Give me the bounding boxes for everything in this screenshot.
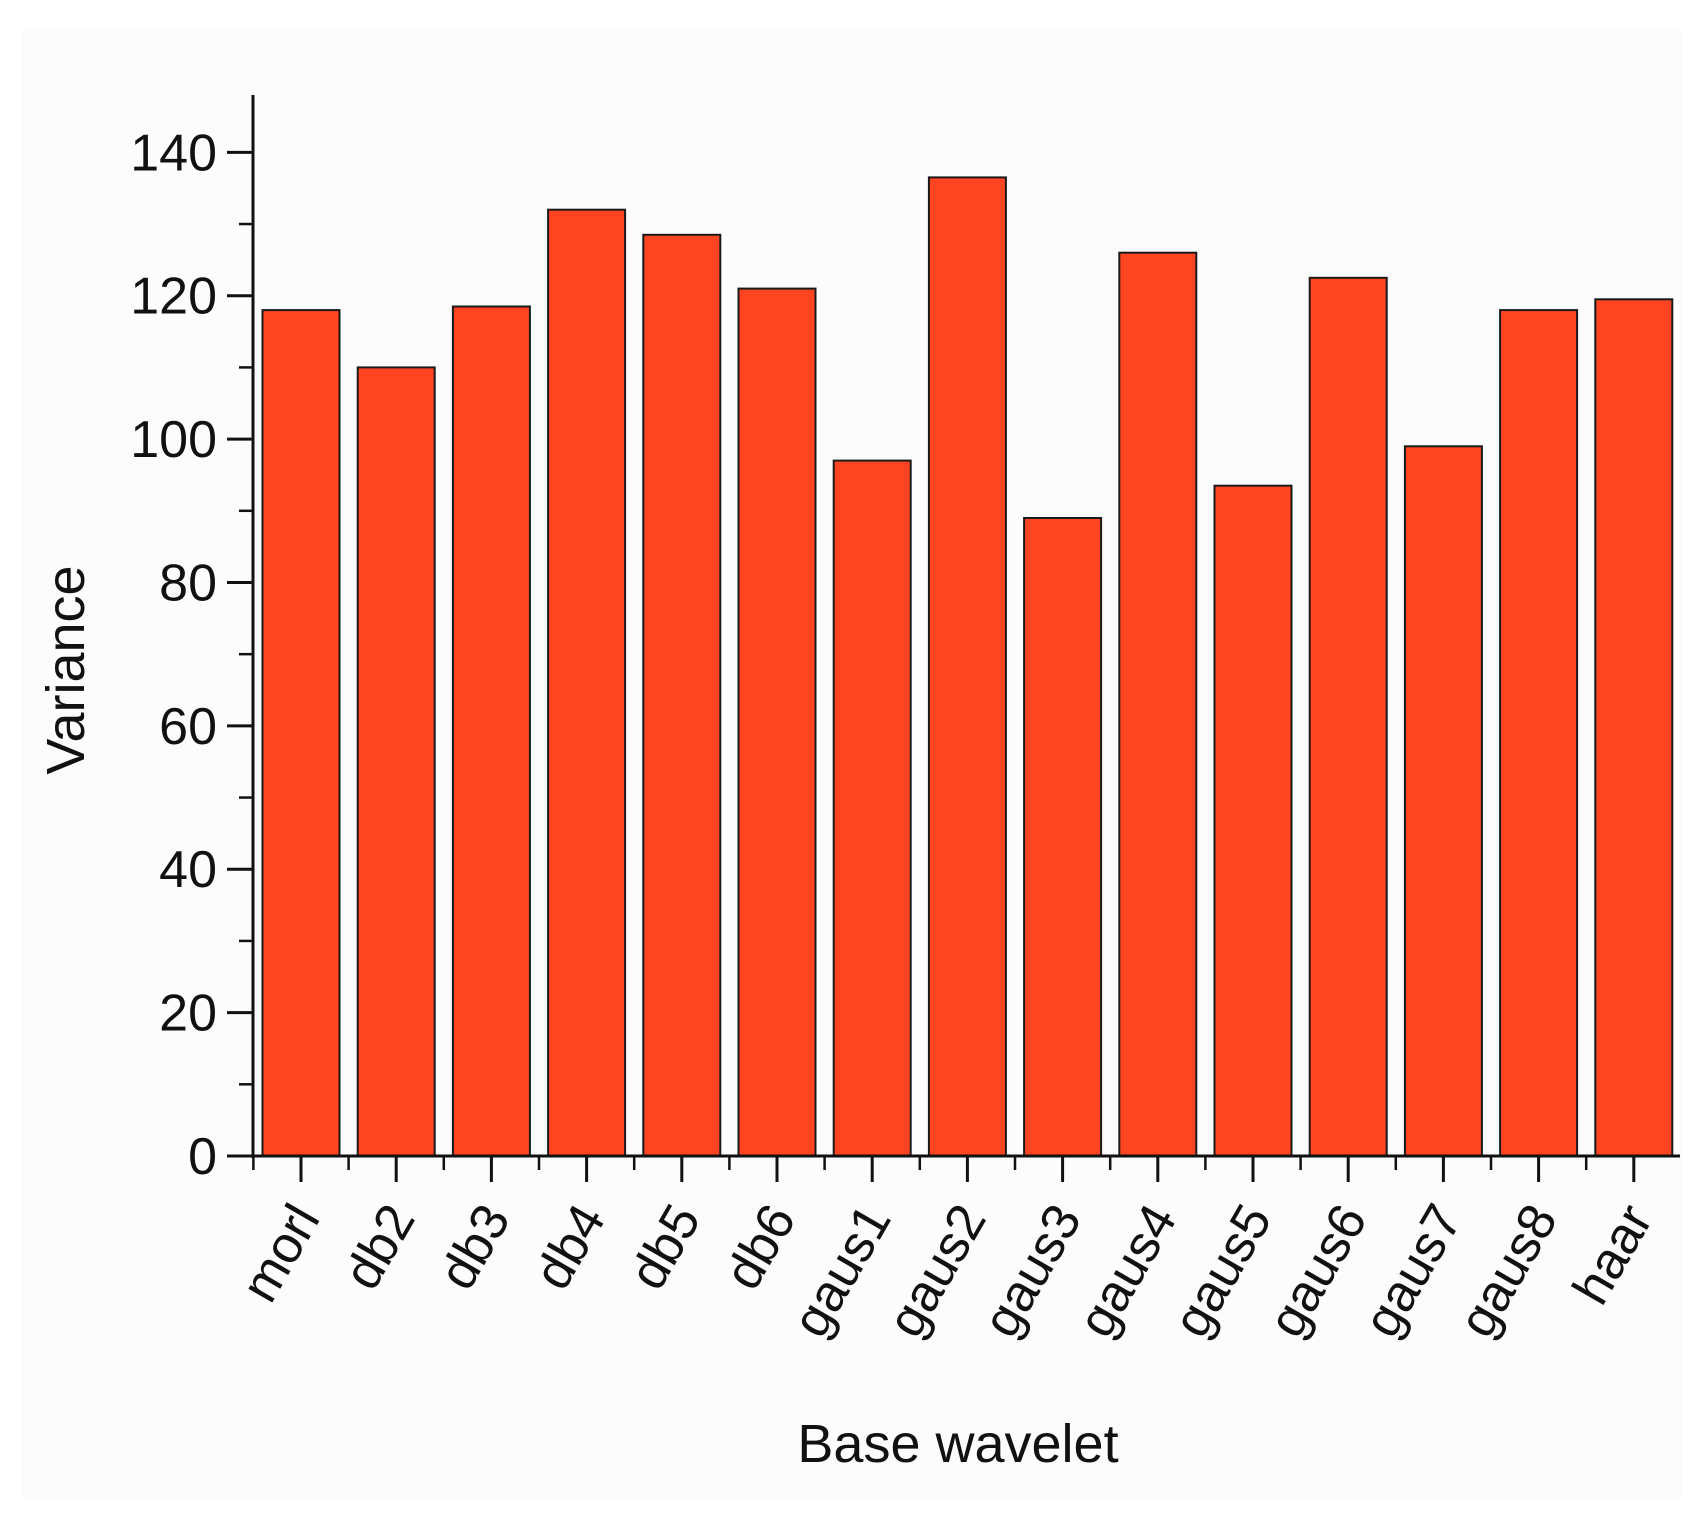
bar-gaus2 (927, 176, 1007, 1157)
x-tick-label-db6: db6 (714, 1195, 808, 1299)
x-tick-label-gaus6: gaus6 (1258, 1195, 1379, 1347)
y-tick-label: 120 (130, 268, 217, 326)
bar-gaus6 (1308, 276, 1388, 1157)
axes-layer (227, 95, 1680, 1182)
bar-gaus1 (832, 459, 912, 1158)
bar-gaus7 (1403, 445, 1483, 1157)
y-tick-label: 80 (159, 554, 217, 612)
x-tick-label-haar: haar (1562, 1195, 1664, 1314)
x-tick-label-gaus3: gaus3 (972, 1195, 1093, 1347)
y-tick-label: 60 (159, 698, 217, 756)
bar-gaus5 (1213, 484, 1293, 1157)
bars-layer (261, 176, 1674, 1158)
bar-gaus8 (1499, 309, 1579, 1158)
x-tick-label-gaus8: gaus8 (1448, 1195, 1569, 1347)
y-axis-title: Variance (36, 565, 96, 774)
bar-db4 (547, 208, 627, 1157)
x-tick-label-gaus2: gaus2 (877, 1195, 998, 1347)
x-tick-label-db3: db3 (428, 1195, 522, 1299)
x-axis-title: Base wavelet (797, 1414, 1118, 1474)
x-tick-label-gaus7: gaus7 (1353, 1195, 1474, 1347)
bar-morl (261, 309, 341, 1158)
x-tick-label-db2: db2 (333, 1195, 427, 1299)
y-tick-label: 40 (159, 841, 217, 899)
y-tick-label: 140 (130, 124, 217, 182)
x-tick-label-gaus4: gaus4 (1067, 1195, 1188, 1347)
x-tick-label-db4: db4 (523, 1195, 617, 1299)
bar-gaus3 (1023, 517, 1103, 1157)
y-tick-label: 20 (159, 985, 217, 1043)
x-tick-label-morl: morl (231, 1195, 332, 1312)
bar-db6 (737, 287, 817, 1158)
bar-db5 (642, 233, 722, 1158)
bar-db2 (356, 366, 436, 1157)
x-tick-label-db5: db5 (619, 1195, 713, 1299)
y-tick-label: 100 (130, 411, 217, 469)
bar-gaus4 (1118, 251, 1198, 1157)
bar-db3 (451, 305, 531, 1157)
y-tick-label: 0 (188, 1128, 217, 1186)
bar-haar (1594, 298, 1674, 1157)
x-tick-label-gaus1: gaus1 (782, 1195, 903, 1347)
x-tick-label-gaus5: gaus5 (1162, 1195, 1283, 1347)
